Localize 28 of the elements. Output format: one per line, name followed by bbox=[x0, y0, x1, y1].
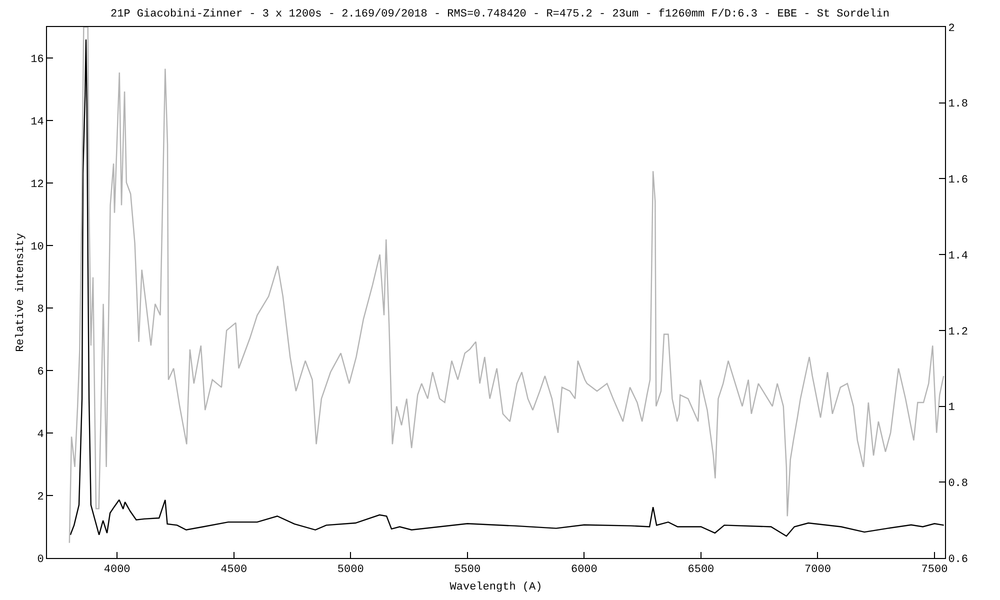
y2-tick-label: 0.8 bbox=[948, 478, 968, 490]
x-tick-label: 6500 bbox=[688, 564, 714, 576]
y-tick-label: 2 bbox=[37, 491, 44, 504]
y2-tick-label: 1.8 bbox=[948, 98, 968, 111]
y-tick-label: 14 bbox=[30, 116, 44, 129]
y-axis-title: Relative intensity bbox=[15, 232, 28, 352]
y2-tick-label: 1.4 bbox=[948, 250, 968, 262]
y-tick-label: 4 bbox=[37, 428, 44, 441]
y-tick-label: 8 bbox=[37, 304, 44, 316]
x-tick-label: 4500 bbox=[220, 564, 248, 576]
x-tick-label: 5000 bbox=[337, 564, 364, 576]
x-tick-label: 6000 bbox=[570, 564, 598, 576]
x-tick-label: 5500 bbox=[454, 564, 481, 576]
x-axis-title: Wavelength (A) bbox=[450, 581, 542, 594]
y2-tick-label: 1.6 bbox=[948, 174, 968, 187]
y-tick-label: 10 bbox=[30, 242, 44, 254]
y-tick-label: 0 bbox=[37, 554, 44, 566]
x-tick-label: 7000 bbox=[804, 564, 831, 576]
y-tick-label: 6 bbox=[37, 366, 44, 378]
y2-tick-label: 1 bbox=[948, 402, 956, 414]
y2-tick-label: 0.6 bbox=[948, 554, 968, 566]
y-tick-label: 12 bbox=[30, 179, 44, 192]
x-tick-label: 4000 bbox=[104, 564, 130, 576]
x-tick-label: 7500 bbox=[921, 564, 948, 576]
y2-tick-label: 1.2 bbox=[948, 326, 968, 338]
y2-tick-label: 2 bbox=[948, 22, 955, 35]
chart-title: 21P Giacobini-Zinner - 3 x 1200s - 2.169/09/2018 - RMS=0.748420 - R=475.2 - 23um - f1260mm F/D:6.3 - EBE - St Sordelin bbox=[110, 8, 890, 21]
y-tick-label: 16 bbox=[30, 54, 44, 66]
